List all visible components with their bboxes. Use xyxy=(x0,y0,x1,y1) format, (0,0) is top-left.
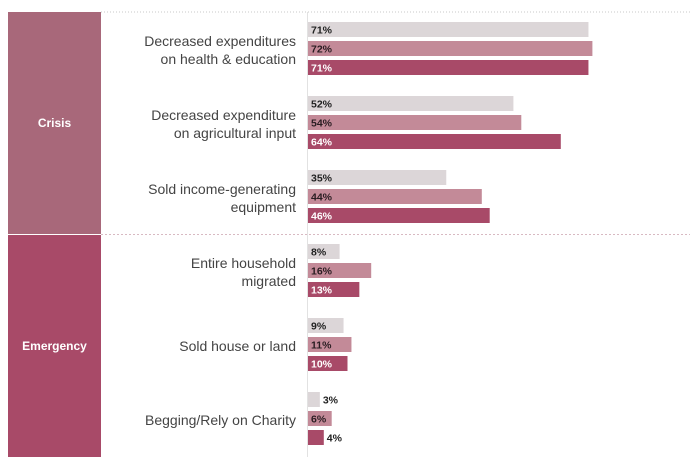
bar xyxy=(308,134,561,149)
bar xyxy=(308,244,340,259)
value-label: 10% xyxy=(311,359,333,371)
bar xyxy=(308,411,332,426)
group-label: Emergency xyxy=(22,339,87,353)
value-label: 54% xyxy=(311,118,333,130)
bar xyxy=(308,41,593,56)
bar xyxy=(308,392,320,407)
bar xyxy=(308,170,447,185)
value-label: 64% xyxy=(311,137,333,149)
category-label: Decreased expenditure on agricultural inp… xyxy=(151,107,296,141)
value-label: 3% xyxy=(323,395,339,407)
value-label: 11% xyxy=(311,340,332,352)
value-label: 72% xyxy=(311,44,333,56)
value-label: 71% xyxy=(311,25,333,37)
group-label: Crisis xyxy=(38,116,72,130)
bar xyxy=(308,208,490,223)
value-label: 9% xyxy=(311,321,327,333)
bar xyxy=(308,356,348,371)
category-label: Sold house or land xyxy=(179,338,296,354)
category-label: Sold income-generating equipment xyxy=(148,181,296,215)
value-label: 44% xyxy=(311,192,333,204)
bar xyxy=(308,22,589,37)
bar xyxy=(308,60,589,75)
bar xyxy=(308,282,360,297)
value-label: 6% xyxy=(311,414,327,426)
value-label: 71% xyxy=(311,63,333,75)
value-label: 8% xyxy=(311,247,327,259)
bar xyxy=(308,189,482,204)
value-label: 52% xyxy=(311,99,333,111)
bar xyxy=(308,96,514,111)
value-label: 4% xyxy=(327,433,343,445)
bar xyxy=(308,430,324,445)
bar xyxy=(308,337,352,352)
value-label: 35% xyxy=(311,173,333,185)
value-label: 16% xyxy=(311,266,333,278)
category-label: Decreased expenditures on health & educat… xyxy=(144,33,296,67)
value-label: 46% xyxy=(311,211,333,223)
bar xyxy=(308,115,522,130)
bar xyxy=(308,263,372,278)
group-band-emergency xyxy=(8,235,101,457)
group-band-crisis xyxy=(8,12,101,234)
bar xyxy=(308,318,344,333)
value-label: 13% xyxy=(311,285,333,297)
category-label: Begging/Rely on Charity xyxy=(145,412,296,428)
category-label: Entire household migrated xyxy=(191,255,296,289)
